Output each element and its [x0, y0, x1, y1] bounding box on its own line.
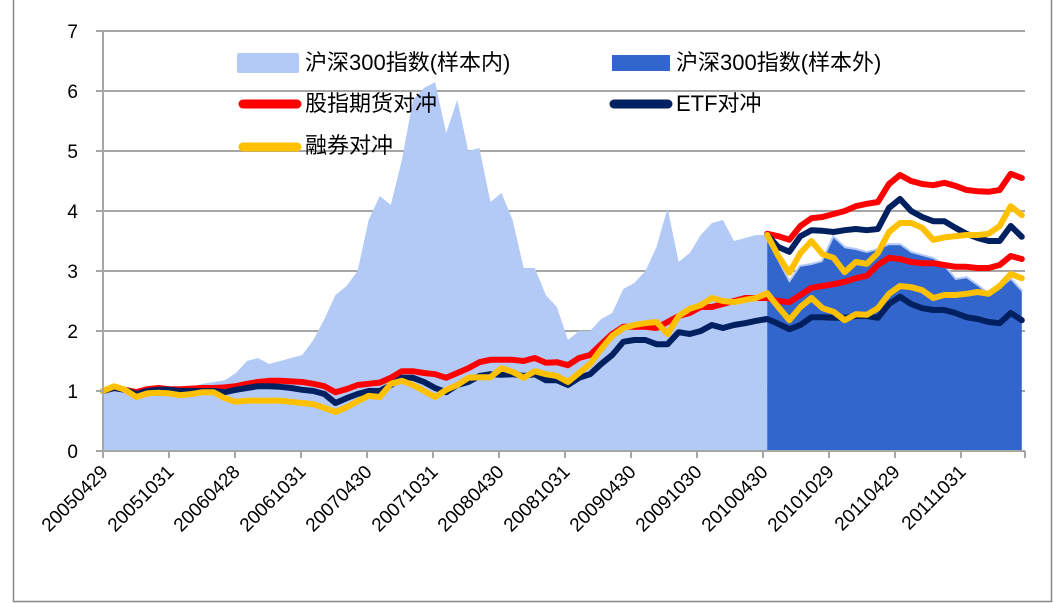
index-areas	[103, 82, 1024, 451]
legend-label-in-sample: 沪深300指数(样本内)	[305, 50, 510, 75]
y-tick-label: 3	[67, 262, 78, 283]
area-out-sample-index	[767, 235, 1022, 451]
hedge-lines	[100, 170, 1025, 415]
y-tick-label: 7	[67, 22, 78, 43]
legend-label-short: 融券对冲	[305, 133, 393, 158]
line-futures-hedge	[100, 253, 1025, 396]
legend-label-etf: ETF对冲	[676, 91, 762, 116]
legend-swatch-out-sample	[612, 55, 670, 71]
y-tick-label: 2	[67, 322, 78, 343]
y-tick-label: 1	[67, 382, 78, 403]
area-in-sample-index	[103, 82, 768, 451]
line-futures-hedge-out-sample	[764, 170, 1025, 243]
y-tick-label: 4	[67, 202, 78, 223]
legend: 沪深300指数(样本内) 沪深300指数(样本外) 股指期货对冲 ETF对冲 融…	[237, 50, 881, 158]
y-tick-label: 5	[67, 142, 78, 163]
line-short-hedge	[100, 271, 1025, 415]
legend-label-futures: 股指期货对冲	[305, 91, 437, 116]
line-etf-hedge-out-sample	[764, 196, 1025, 255]
legend-label-out-sample: 沪深300指数(样本外)	[676, 50, 881, 75]
y-tick-label: 6	[67, 82, 78, 103]
line-short-hedge-out-sample	[764, 203, 1025, 276]
y-tick-label: 0	[67, 442, 78, 463]
legend-swatch-in-sample	[237, 53, 299, 73]
